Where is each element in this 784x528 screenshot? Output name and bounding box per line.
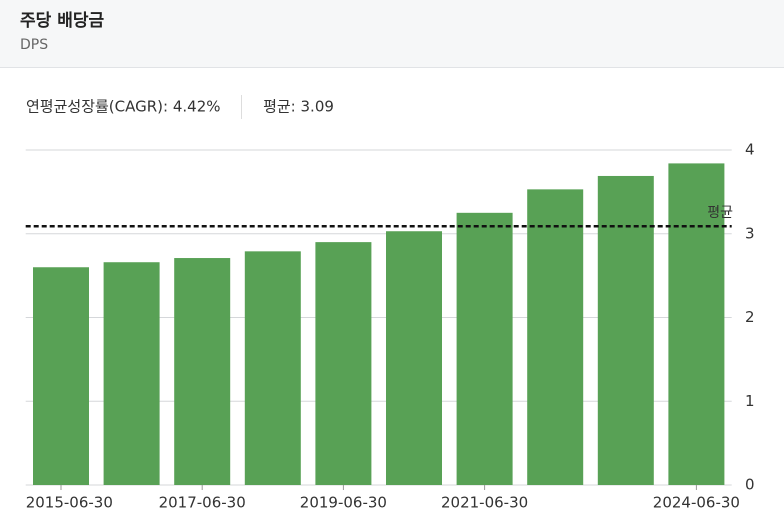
cagr-label: 연평균성장률(CAGR): <box>26 97 169 116</box>
bar <box>456 212 513 485</box>
bar <box>174 258 231 485</box>
bar <box>386 231 442 485</box>
average-stat-value: 3.09 <box>300 97 334 116</box>
y-tick-label: 2 <box>745 308 755 326</box>
bar <box>315 242 372 485</box>
y-tick-label: 3 <box>745 224 755 242</box>
x-tick-label: 2021-06-30 <box>441 494 528 512</box>
header: 주당 배당금 DPS <box>0 0 784 68</box>
average-label: 평균 <box>707 205 733 221</box>
stats: 연평균성장률(CAGR): 4.42% 평균: 3.09 <box>26 95 334 119</box>
bar <box>103 262 160 485</box>
bar <box>244 251 301 485</box>
title: 주당 배당금 <box>20 11 105 31</box>
separator <box>241 95 243 119</box>
average-stat-label: 평균: <box>263 97 296 116</box>
bar <box>527 189 584 486</box>
bar <box>33 267 89 485</box>
x-tick-label: 2017-06-30 <box>159 494 246 512</box>
y-tick-label: 0 <box>745 476 755 494</box>
x-tick-label: 2019-06-30 <box>300 494 387 512</box>
y-tick-label: 4 <box>745 141 755 159</box>
x-tick-label: 2024-06-30 <box>653 494 740 512</box>
cagr-value: 4.42% <box>172 97 221 116</box>
y-tick-label: 1 <box>745 392 755 410</box>
subtitle: DPS <box>20 37 49 53</box>
bar <box>597 175 654 485</box>
x-tick-label: 2015-06-30 <box>26 494 113 512</box>
bar <box>668 163 725 485</box>
